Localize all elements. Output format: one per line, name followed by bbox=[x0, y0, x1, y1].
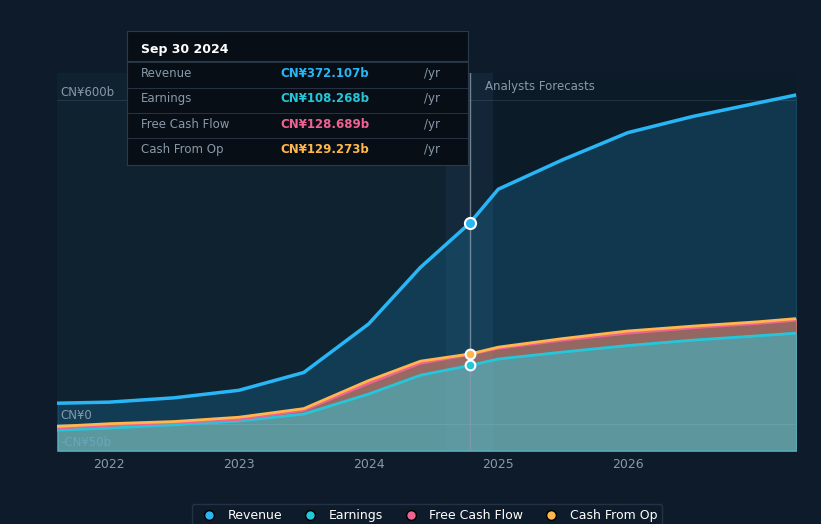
Text: /yr: /yr bbox=[424, 67, 440, 80]
Text: /yr: /yr bbox=[424, 92, 440, 105]
Text: CN¥600b: CN¥600b bbox=[60, 86, 114, 99]
Legend: Revenue, Earnings, Free Cash Flow, Cash From Op: Revenue, Earnings, Free Cash Flow, Cash … bbox=[192, 505, 662, 524]
Text: Past: Past bbox=[429, 80, 454, 93]
Text: CN¥128.689b: CN¥128.689b bbox=[281, 118, 369, 131]
Text: CN¥372.107b: CN¥372.107b bbox=[281, 67, 369, 80]
Text: /yr: /yr bbox=[424, 118, 440, 131]
Bar bbox=[470, 73, 796, 451]
Text: Free Cash Flow: Free Cash Flow bbox=[141, 118, 229, 131]
Text: Earnings: Earnings bbox=[141, 92, 192, 105]
Text: CN¥0: CN¥0 bbox=[60, 409, 92, 422]
Text: CN¥108.268b: CN¥108.268b bbox=[281, 92, 369, 105]
Text: CN¥129.273b: CN¥129.273b bbox=[281, 143, 369, 156]
Text: Analysts Forecasts: Analysts Forecasts bbox=[485, 80, 595, 93]
Bar bbox=[57, 73, 470, 451]
Text: Sep 30 2024: Sep 30 2024 bbox=[141, 43, 228, 57]
Text: Revenue: Revenue bbox=[141, 67, 192, 80]
Text: -CN¥50b: -CN¥50b bbox=[60, 436, 111, 449]
Text: Cash From Op: Cash From Op bbox=[141, 143, 223, 156]
Bar bbox=[447, 73, 493, 451]
Text: /yr: /yr bbox=[424, 143, 440, 156]
